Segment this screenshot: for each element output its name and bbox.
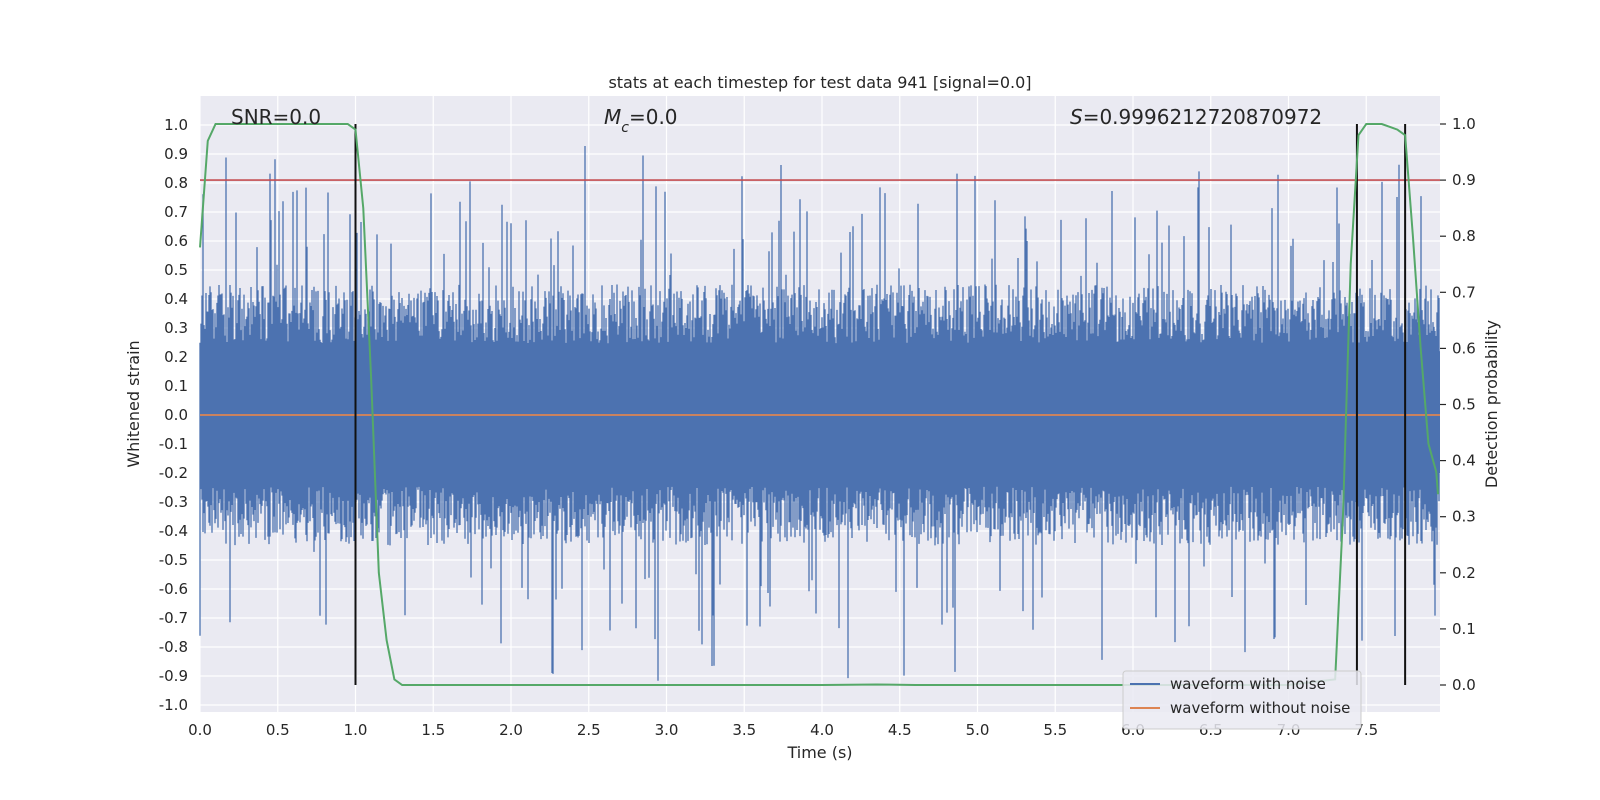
x-tick-label: 5.0 <box>966 721 990 739</box>
x-tick-label: 1.5 <box>421 721 445 739</box>
y-tick-label: 1.0 <box>164 116 188 134</box>
annotation-mc: Mc=0.0 <box>604 105 678 136</box>
x-tick-label: 4.5 <box>888 721 912 739</box>
detection-probability-line <box>199 123 1439 686</box>
x-tick-label: 2.5 <box>577 721 601 739</box>
legend-box <box>1122 670 1362 730</box>
y2-tick-label: 0.3 <box>1452 508 1476 526</box>
legend-label-noise: waveform with noise <box>1170 675 1326 693</box>
y-tick-label: 0.3 <box>164 319 188 337</box>
x-tick-label: 0.5 <box>266 721 290 739</box>
y2-tick-label: 0.9 <box>1452 171 1476 189</box>
y2-tick-label: 0.7 <box>1452 283 1476 301</box>
annotation-mc-value: =0.0 <box>629 105 678 129</box>
y-tick-label: 0.4 <box>164 290 188 308</box>
x-tick-label: 2.0 <box>499 721 523 739</box>
y2-tick-label: 0.4 <box>1452 452 1476 470</box>
y-tick-label: 0.5 <box>164 261 188 279</box>
y-tick-label: -0.4 <box>159 522 188 540</box>
y-tick-label: -0.7 <box>159 609 188 627</box>
y2-tick-label: 0.0 <box>1452 676 1476 694</box>
y-tick-label: 0.7 <box>164 203 188 221</box>
x-tick-label: 4.0 <box>810 721 834 739</box>
chart-title: stats at each timestep for test data 941… <box>608 73 1031 92</box>
annotation-s-value: =0.9996212720870972 <box>1083 105 1322 129</box>
y-tick-label: -1.0 <box>159 696 188 714</box>
y2-axis-label: Detection probability <box>1482 320 1501 488</box>
y-tick-label: 0.6 <box>164 232 188 250</box>
noise-series <box>199 146 1440 681</box>
x-tick-label: 0.0 <box>188 721 212 739</box>
x-tick-label: 5.5 <box>1043 721 1067 739</box>
y-tick-label: 0.0 <box>164 406 188 424</box>
y2-tick-label: 0.2 <box>1452 564 1476 582</box>
y2-tick-label: 0.6 <box>1452 339 1476 357</box>
legend-label-clean: waveform without noise <box>1170 699 1350 717</box>
x-tick-label: 3.5 <box>732 721 756 739</box>
y-tick-label: -0.2 <box>159 464 188 482</box>
y2-tick-label: 1.0 <box>1452 115 1476 133</box>
annotation-s: S=0.9996212720870972 <box>1070 105 1322 129</box>
y-tick-label: 0.8 <box>164 174 188 192</box>
legend: waveform with noise waveform without noi… <box>1122 670 1362 730</box>
y-tick-label: 0.1 <box>164 377 188 395</box>
x-axis-label: Time (s) <box>786 743 852 762</box>
y2-tick-label: 0.5 <box>1452 396 1476 414</box>
y-tick-label: -0.8 <box>159 638 188 656</box>
line-series <box>199 123 1440 686</box>
y-tick-label: -0.5 <box>159 551 188 569</box>
y-tick-label: 0.2 <box>164 348 188 366</box>
y2-tick-label: 0.1 <box>1452 620 1476 638</box>
y-tick-label: -0.1 <box>159 435 188 453</box>
y-tick-label: -0.3 <box>159 493 188 511</box>
y2-tick-label: 0.8 <box>1452 227 1476 245</box>
y-tick-label: 0.9 <box>164 145 188 163</box>
annotation-snr: SNR=0.0 <box>231 105 321 129</box>
y-tick-label: -0.9 <box>159 667 188 685</box>
x-tick-label: 1.0 <box>344 721 368 739</box>
y-axis-label: Whitened strain <box>124 340 143 467</box>
x-tick-label: 3.0 <box>655 721 679 739</box>
y-tick-label: -0.6 <box>159 580 188 598</box>
